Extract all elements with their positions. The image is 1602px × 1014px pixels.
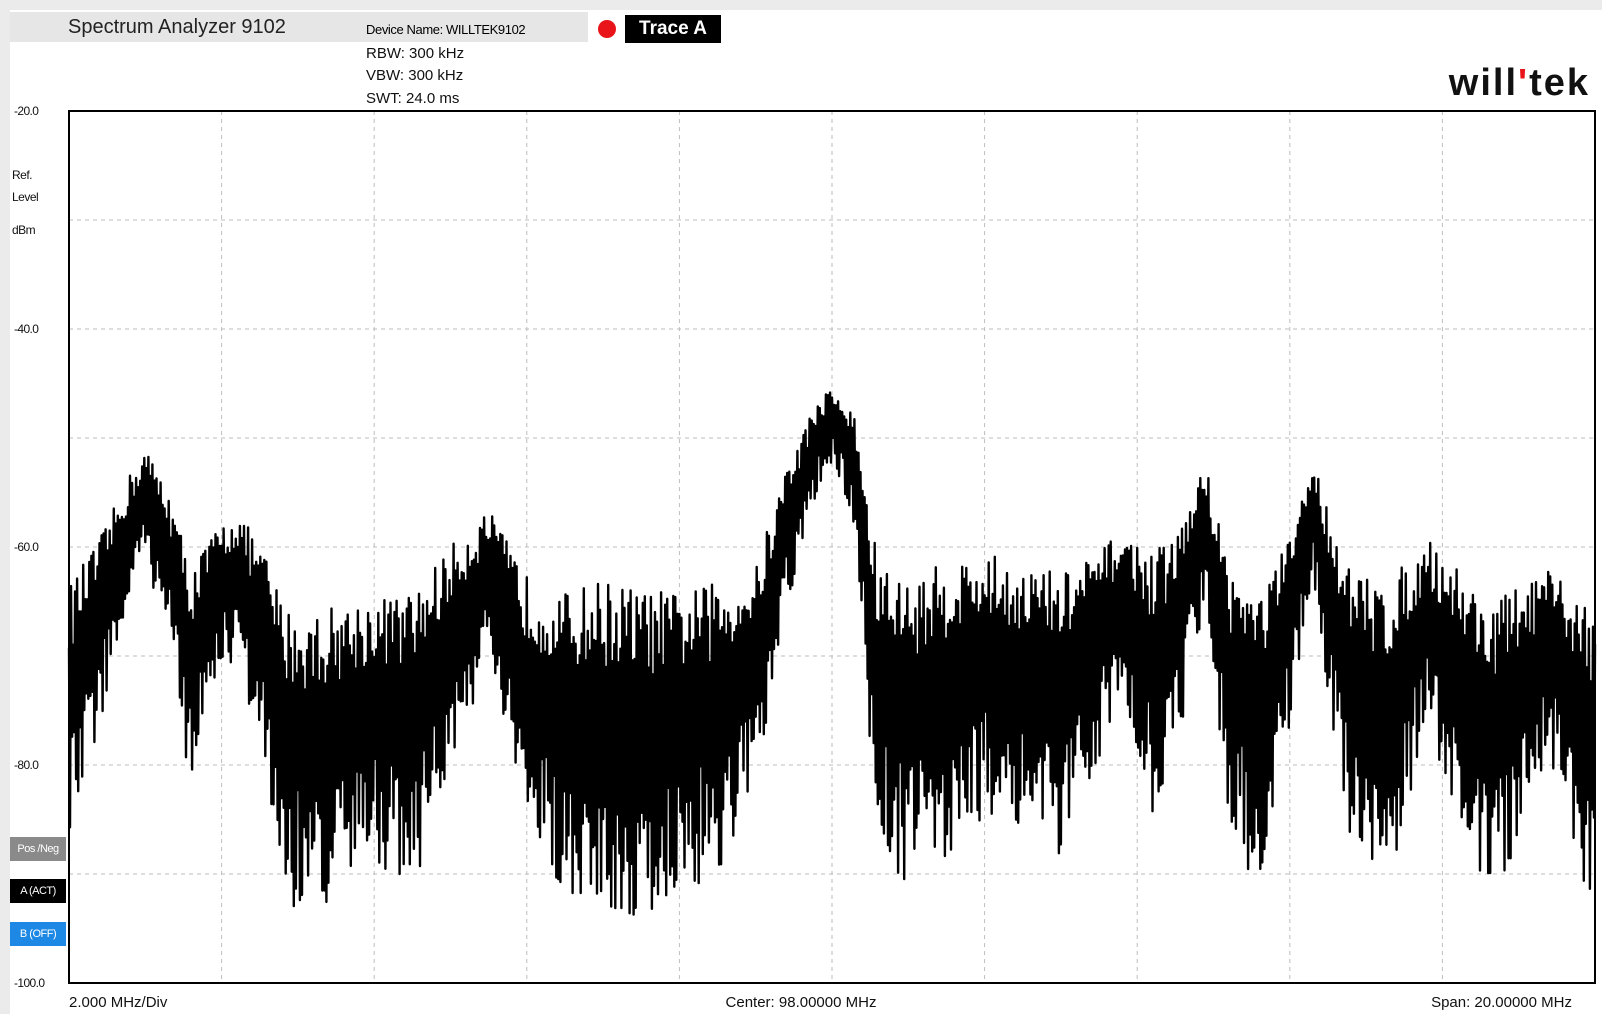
y-tick-label: -20.0 [14,104,39,118]
trace-a-button[interactable]: A (ACT) [10,879,66,903]
span-label: Span: 20.00000 MHz [1431,994,1572,1011]
trace-a-line [67,391,1597,916]
pos-neg-button[interactable]: Pos /Neg [10,837,66,861]
trace-a [67,391,1597,916]
axis-unit-line3: dBm [12,223,36,237]
y-tick-labels: -20.0 -40.0 -60.0 -80.0 -100.0 [14,104,46,990]
y-tick-label: -60.0 [14,540,39,554]
y-tick-label: -100.0 [14,976,45,990]
brand-logo: will'tek [1448,62,1590,104]
device-name: Device Name: WILLTEK9102 [366,22,526,37]
trace-b-button[interactable]: B (OFF) [10,922,66,946]
analyzer-panel [10,10,1602,1014]
app-title: Spectrum Analyzer 9102 [68,16,286,38]
center-frequency-label: Center: 98.00000 MHz [725,994,877,1011]
plot-frame [68,110,1596,984]
grid [69,111,1595,983]
axis-unit-line2: Level [12,190,39,204]
trace-indicator-dot-icon [598,20,616,38]
per-div-label: 2.000 MHz/Div [69,994,168,1011]
trace-label[interactable]: Trace A [625,15,721,43]
axis-unit-line1: Ref. [12,168,33,182]
y-tick-label: -40.0 [14,322,39,336]
rbw-value: RBW: 300 kHz [366,45,465,62]
title-bar [10,12,588,42]
swt-value: SWT: 24.0 ms [366,90,460,107]
vbw-value: VBW: 300 kHz [366,67,464,84]
y-tick-label: -80.0 [14,758,39,772]
